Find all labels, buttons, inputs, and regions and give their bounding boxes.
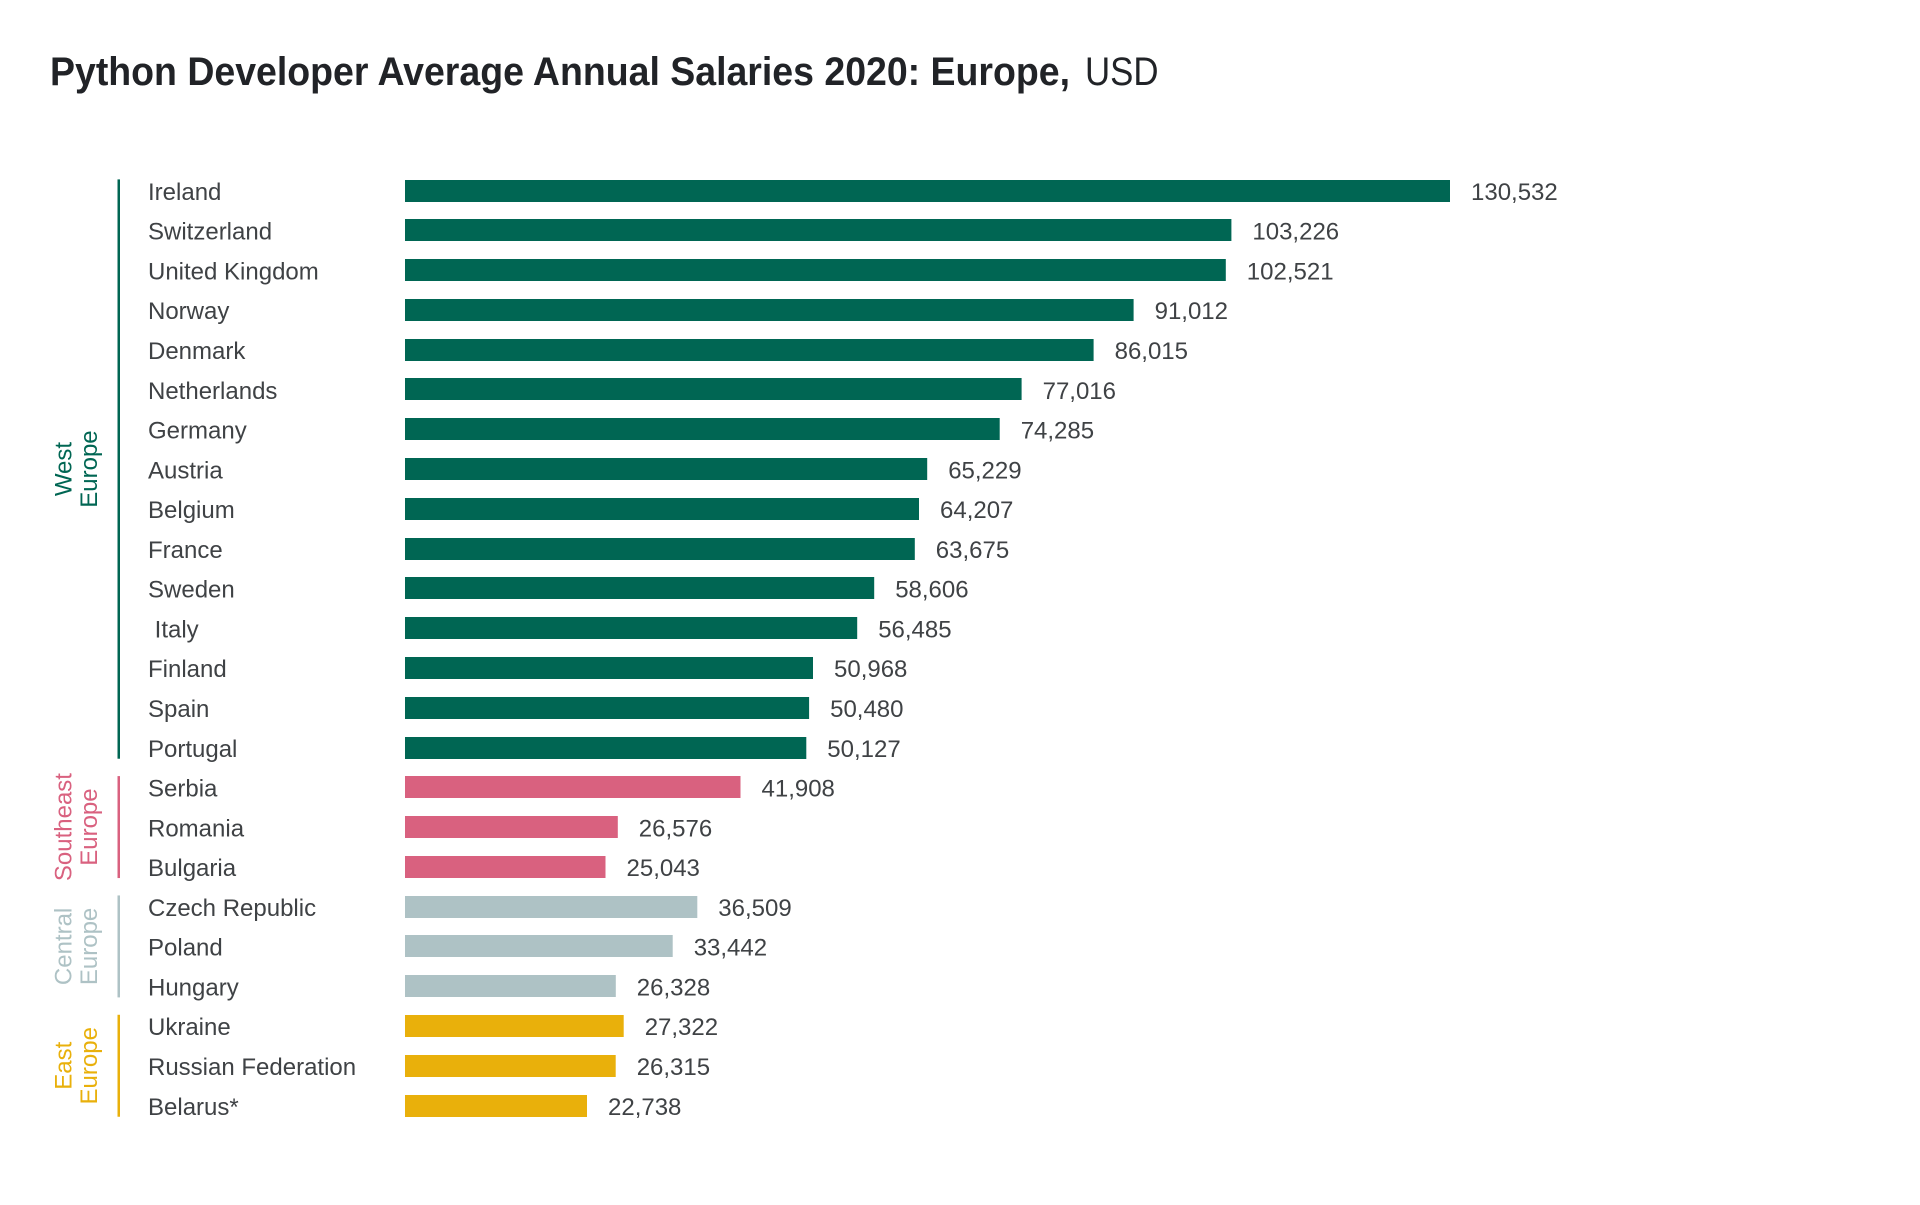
svg-text:26,328: 26,328 <box>637 974 710 1001</box>
svg-text:Bulgaria: Bulgaria <box>148 855 237 882</box>
svg-text:France: France <box>148 537 223 564</box>
svg-text:50,968: 50,968 <box>834 656 907 683</box>
svg-text:Serbia: Serbia <box>148 776 218 803</box>
svg-text:Ireland: Ireland <box>148 179 221 206</box>
svg-text:EastEurope: EastEurope <box>51 1027 104 1104</box>
svg-text:Netherlands: Netherlands <box>148 378 277 405</box>
svg-text:130,532: 130,532 <box>1471 179 1558 206</box>
svg-text:77,016: 77,016 <box>1043 378 1116 405</box>
svg-text:Sweden: Sweden <box>148 577 235 604</box>
svg-text:USD: USD <box>1085 50 1159 94</box>
svg-text:50,127: 50,127 <box>827 736 900 763</box>
svg-text:Ukraine: Ukraine <box>148 1014 231 1041</box>
svg-text:103,226: 103,226 <box>1252 219 1339 246</box>
svg-text:Belgium: Belgium <box>148 497 235 524</box>
svg-text:SoutheastEurope: SoutheastEurope <box>51 773 104 881</box>
svg-text:56,485: 56,485 <box>878 616 951 643</box>
svg-text:Python Developer Average Annua: Python Developer Average Annual Salaries… <box>50 50 1070 94</box>
svg-text:25,043: 25,043 <box>627 855 700 882</box>
svg-text:Italy: Italy <box>148 616 199 643</box>
svg-text:41,908: 41,908 <box>762 776 835 803</box>
svg-text:36,509: 36,509 <box>718 895 791 922</box>
svg-text:Denmark: Denmark <box>148 338 246 365</box>
svg-text:Poland: Poland <box>148 935 223 962</box>
svg-text:Romania: Romania <box>148 815 245 842</box>
svg-text:65,229: 65,229 <box>948 457 1021 484</box>
svg-text:Russian Federation: Russian Federation <box>148 1054 356 1081</box>
svg-text:33,442: 33,442 <box>694 935 767 962</box>
svg-text:26,576: 26,576 <box>639 815 712 842</box>
svg-text:Finland: Finland <box>148 656 227 683</box>
svg-text:86,015: 86,015 <box>1115 338 1188 365</box>
svg-text:91,012: 91,012 <box>1155 298 1228 325</box>
svg-text:Spain: Spain <box>148 696 209 723</box>
svg-text:27,322: 27,322 <box>645 1014 718 1041</box>
svg-text:Switzerland: Switzerland <box>148 219 272 246</box>
svg-text:Norway: Norway <box>148 298 229 325</box>
svg-text:Germany: Germany <box>148 418 247 445</box>
svg-text:WestEurope: WestEurope <box>51 430 104 507</box>
svg-text:58,606: 58,606 <box>895 577 968 604</box>
svg-text:Hungary: Hungary <box>148 974 239 1001</box>
svg-text:74,285: 74,285 <box>1021 418 1094 445</box>
svg-text:CentralEurope: CentralEurope <box>51 908 104 985</box>
svg-text:United Kingdom: United Kingdom <box>148 258 319 285</box>
svg-text:50,480: 50,480 <box>830 696 903 723</box>
svg-text:63,675: 63,675 <box>936 537 1009 564</box>
svg-text:102,521: 102,521 <box>1247 258 1334 285</box>
svg-text:Portugal: Portugal <box>148 736 237 763</box>
svg-text:Belarus*: Belarus* <box>148 1094 239 1121</box>
svg-text:Austria: Austria <box>148 457 223 484</box>
svg-text:22,738: 22,738 <box>608 1094 681 1121</box>
svg-text:64,207: 64,207 <box>940 497 1013 524</box>
svg-text:Czech Republic: Czech Republic <box>148 895 316 922</box>
svg-text:26,315: 26,315 <box>637 1054 710 1081</box>
